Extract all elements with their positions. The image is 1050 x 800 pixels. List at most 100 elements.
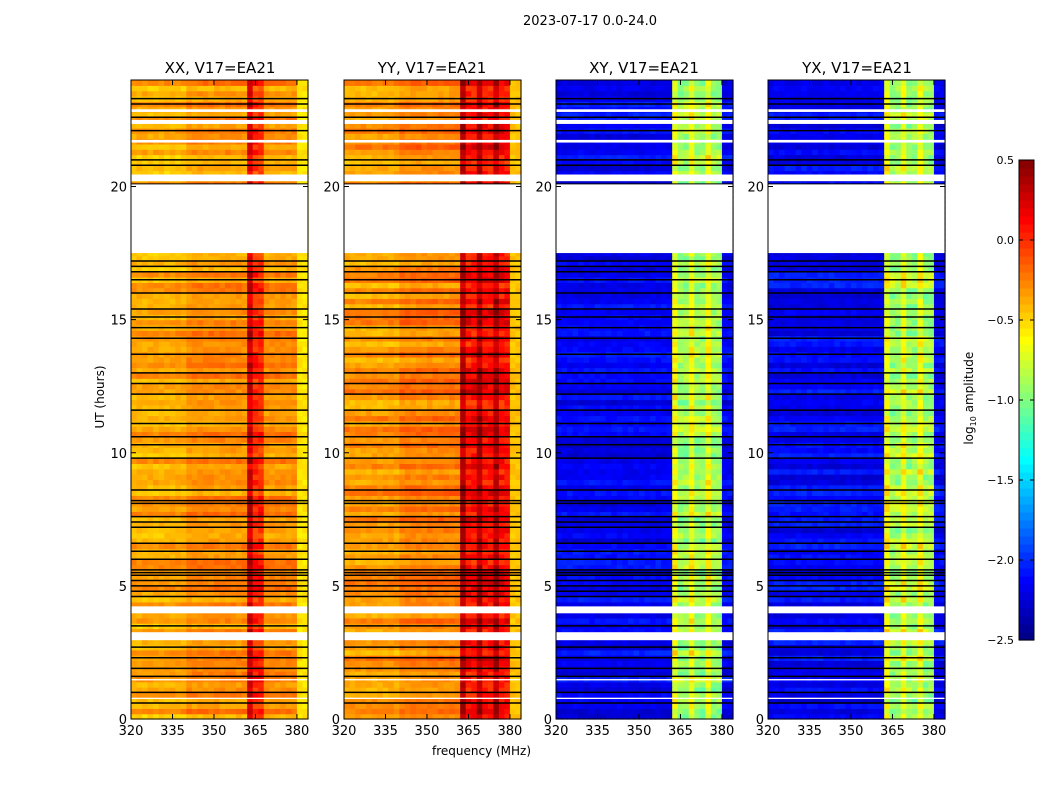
heatmap-cell [147,490,154,496]
heatmap-cell [153,527,160,534]
heatmap-cell [258,527,265,534]
heatmap-cell [230,468,237,475]
heatmap-cell [213,80,221,86]
heatmap-cell [291,378,298,385]
heatmap-cell [302,516,309,523]
heatmap-cell [225,388,232,395]
heatmap-cell [302,80,309,86]
heatmap-cell [280,516,287,523]
heatmap-cell [142,282,149,289]
heatmap-cell [493,596,500,603]
heatmap-cell [258,447,265,454]
heatmap-cell [175,527,182,534]
heatmap-cell [236,708,243,715]
heatmap-cell [241,649,248,656]
heatmap-cell [191,532,198,539]
heatmap-cell [219,410,226,417]
heatmap-cell [296,170,304,177]
heatmap-cell [241,255,248,262]
heatmap-cell [180,261,187,267]
heatmap-cell [252,601,259,608]
flagged-gap [131,606,308,614]
heatmap-cell [219,628,226,635]
heatmap-cell [269,330,276,337]
heatmap-cell [213,90,221,97]
heatmap-cell [142,521,149,528]
heatmap-cell [438,649,445,656]
heatmap-cell [153,436,160,443]
heatmap-cell [487,703,494,709]
heatmap-cell [158,165,165,172]
heatmap-cell [236,681,243,688]
heatmap-cell [147,149,154,156]
heatmap-cell [136,495,143,502]
heatmap-cell [410,559,417,566]
heatmap-cell [186,85,193,92]
heatmap-cell [164,143,171,150]
heatmap-cell [377,708,384,715]
heatmap-cell [208,697,215,704]
heatmap-cell [236,559,243,566]
heatmap-cell [136,266,143,273]
heatmap-cell [258,452,265,459]
heatmap-cell [147,463,154,470]
heatmap-cell [263,298,270,305]
heatmap-cell [164,388,171,395]
heatmap-cell [131,431,138,438]
heatmap-cell [241,474,248,480]
heatmap-cell [285,303,293,310]
heatmap-cell [263,452,270,459]
heatmap-cell [302,703,309,709]
heatmap-cell [230,490,237,496]
heatmap-cell [296,463,304,470]
heatmap-cell [147,410,154,417]
heatmap-cell [252,415,259,422]
heatmap-cell [291,681,298,688]
heatmap-cell [131,388,138,395]
heatmap-cell [263,356,270,363]
heatmap-cell [230,250,237,257]
heatmap-cell [180,308,187,315]
heatmap-cell [186,575,193,582]
heatmap-cell [285,495,293,502]
heatmap-cell [280,436,287,443]
heatmap-cell [355,559,362,566]
heatmap-cell [274,271,281,278]
heatmap-cell [476,559,483,566]
heatmap-cell [219,298,226,305]
heatmap-cell [302,713,309,720]
heatmap-cell [366,671,373,677]
heatmap-cell [269,143,276,150]
heatmap-cell [142,596,149,603]
heatmap-cell [175,511,182,518]
heatmap-cell [280,362,287,369]
heatmap-cell [421,559,428,566]
heatmap-cell [180,458,187,464]
heatmap-cell [252,255,259,262]
heatmap-cell [404,697,411,704]
heatmap-cell [487,639,494,646]
heatmap-cell [191,159,198,166]
heatmap-cell [191,383,198,390]
heatmap-cell [460,639,467,646]
heatmap-cell [285,703,293,709]
heatmap-cell [136,463,143,470]
heatmap-cell [147,559,154,566]
heatmap-cell [247,111,254,118]
heatmap-cell [186,649,193,656]
heatmap-cell [449,713,456,720]
heatmap-cell [169,596,176,603]
heatmap-cell [355,681,362,688]
heatmap-cell [219,80,226,86]
heatmap-cell [208,378,215,385]
heatmap-cell [415,559,423,566]
heatmap-cell [180,479,187,486]
heatmap-cell [471,713,478,720]
heatmap-cell [197,298,204,305]
heatmap-cell [180,340,187,347]
heatmap-cell [142,319,149,326]
heatmap-cell [263,399,270,406]
heatmap-cell [158,80,165,86]
heatmap-cell [460,660,467,667]
heatmap-cell [236,575,243,582]
